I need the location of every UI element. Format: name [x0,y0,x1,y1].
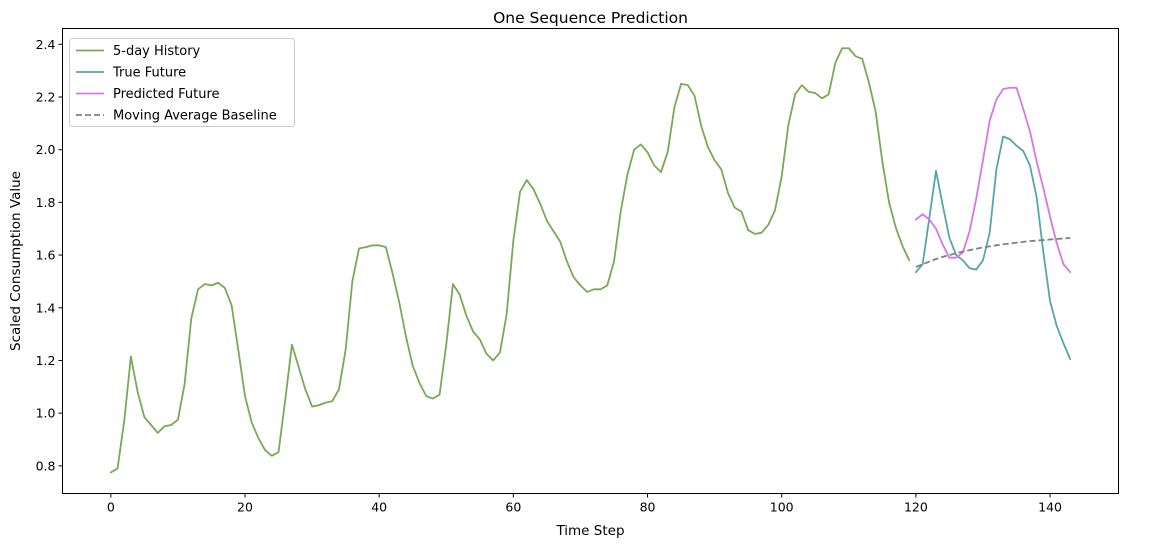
y-tick-label: 1.0 [36,406,56,421]
x-tick-label: 40 [371,500,387,515]
y-axis-label: Scaled Consumption Value [8,171,24,351]
chart-title: One Sequence Prediction [493,9,688,27]
legend-entries: 5-day History True Future Predicted Future… [76,44,277,124]
x-tick-label: 120 [904,500,928,515]
y-tick-label: 2.0 [36,142,56,157]
x-tick-label: 0 [107,500,115,515]
legend-label-true-future: True Future [112,66,186,81]
legend-label-5-day-history: 5-day History [113,44,201,59]
legend-label-predicted-future: Predicted Future [113,87,220,102]
y-tick-label: 1.6 [36,248,56,263]
axes-frame [62,28,1119,494]
x-tick-label: 140 [1038,500,1062,515]
legend: 5-day History True Future Predicted Future… [69,38,295,127]
y-axis-ticks: 0.8 1.0 1.2 1.4 1.6 1.8 2.0 2.2 2.4 [36,37,63,473]
x-tick-label: 80 [640,500,656,515]
series-line-predicted-future [914,86,1072,274]
y-tick-label: 2.2 [36,89,56,104]
y-tick-label: 2.4 [36,37,56,52]
series-line-true-future [914,135,1072,361]
plot-area [109,47,1072,474]
x-tick-label: 100 [770,500,794,515]
series-line-5-day-history [109,47,911,474]
x-tick-label: 20 [237,500,253,515]
y-tick-label: 1.4 [36,300,56,315]
y-tick-label: 0.8 [36,458,56,473]
x-axis-ticks: 0 20 40 60 80 100 120 140 [107,493,1062,515]
y-tick-label: 1.8 [36,195,56,210]
legend-box [69,38,295,127]
y-tick-label: 1.2 [36,353,56,368]
x-axis-label: Time Step [555,523,624,539]
x-tick-label: 60 [505,500,521,515]
series-line-moving-average-baseline [915,237,1071,268]
legend-label-moving-average-baseline: Moving Average Baseline [113,109,277,124]
